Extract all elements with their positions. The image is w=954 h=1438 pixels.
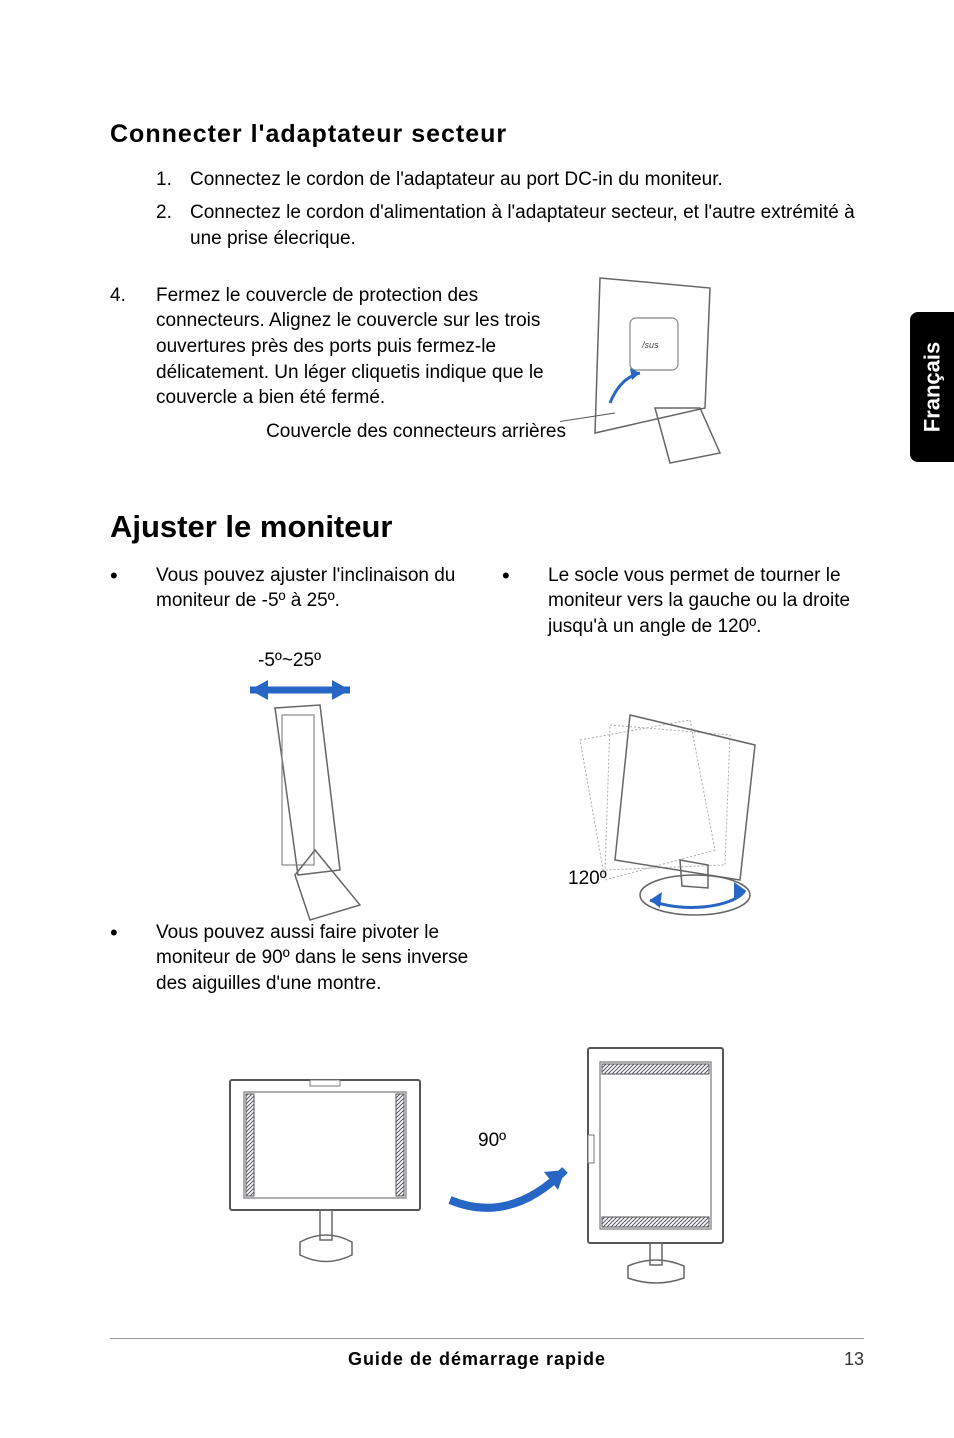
- step-number: 2.: [156, 200, 190, 253]
- col-tilt: • Vous pouvez ajuster l'inclinaison du m…: [110, 563, 472, 640]
- tilt-text: Vous pouvez ajuster l'inclinaison du mon…: [156, 563, 472, 640]
- figure-tilt: -5º~25º: [220, 650, 420, 930]
- section-title: Connecter l'adaptateur secteur: [110, 120, 864, 149]
- step-number: 1.: [156, 167, 190, 194]
- tilt-range-label: -5º~25º: [258, 650, 321, 672]
- list-item: 2. Connectez le cordon d'alimentation à …: [156, 200, 864, 253]
- language-tab: Français: [910, 312, 954, 462]
- step-text: Fermez le couvercle de protection des co…: [156, 283, 566, 411]
- swivel-text: Le socle vous permet de tourner le monit…: [548, 563, 864, 640]
- footer-title: Guide de démarrage rapide: [110, 1349, 844, 1370]
- step-text: Connectez le cordon de l'adaptateur au p…: [190, 167, 723, 194]
- col-swivel: • Le socle vous permet de tourner le mon…: [502, 563, 864, 640]
- step-text: Connectez le cordon d'alimentation à l'a…: [190, 200, 864, 253]
- pivot-text: Vous pouvez aussi faire pivoter le monit…: [156, 920, 472, 997]
- bullet-icon: •: [110, 920, 156, 997]
- adjust-columns: • Vous pouvez ajuster l'inclinaison du m…: [110, 563, 864, 640]
- language-label: Français: [919, 342, 945, 433]
- step-number: 4.: [110, 283, 156, 445]
- footer-page-number: 13: [844, 1349, 864, 1370]
- adapter-steps-list: 1. Connectez le cordon de l'adaptateur a…: [156, 167, 864, 253]
- page-footer: Guide de démarrage rapide 13: [110, 1338, 864, 1370]
- figure-rotate-arrow: 90º: [440, 1130, 580, 1230]
- bullet-icon: •: [502, 563, 548, 640]
- col-pivot: • Vous pouvez aussi faire pivoter le mon…: [110, 920, 472, 997]
- bullet-icon: •: [110, 563, 156, 640]
- figure-swivel: 120º: [540, 700, 800, 940]
- swivel-label: 120º: [568, 868, 607, 890]
- list-item: 1. Connectez le cordon de l'adaptateur a…: [156, 167, 864, 194]
- page: Connecter l'adaptateur secteur 1. Connec…: [0, 0, 954, 1438]
- figure-monitor-back: /sus: [560, 268, 760, 468]
- figure-landscape: [220, 1070, 440, 1270]
- rotate-label: 90º: [478, 1130, 506, 1152]
- cover-caption: Couvercle des connecteurs arrières: [156, 419, 566, 445]
- heading-adjust: Ajuster le moniteur: [110, 509, 864, 545]
- svg-text:/sus: /sus: [641, 340, 659, 350]
- figure-portrait: [570, 1040, 750, 1290]
